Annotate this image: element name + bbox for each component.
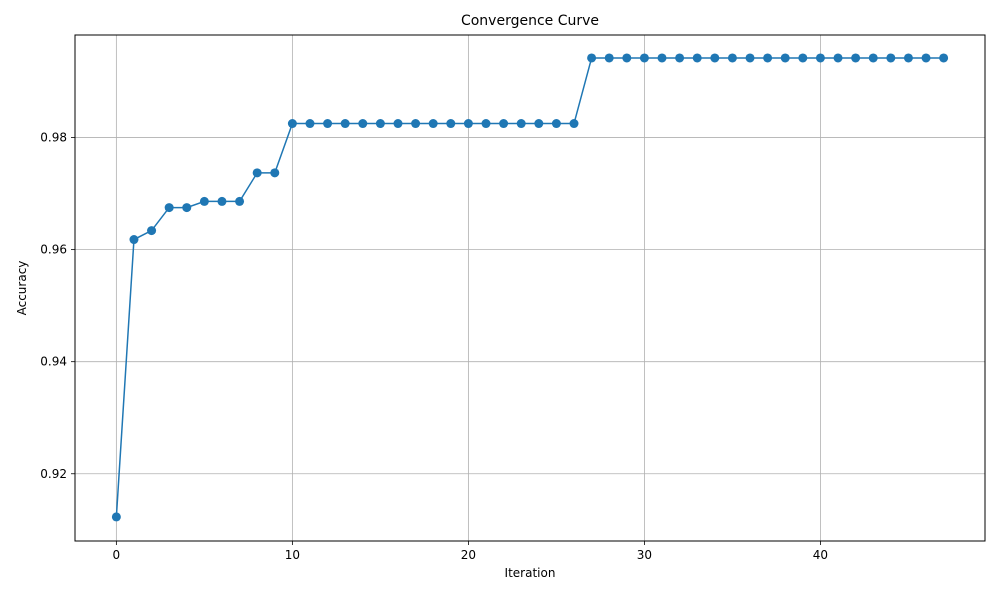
data-point <box>111 512 121 522</box>
y-axis-label: Accuracy <box>15 261 29 316</box>
data-point <box>798 53 808 63</box>
data-point <box>252 168 262 178</box>
data-point <box>587 53 597 63</box>
data-point <box>164 203 174 213</box>
x-axis-label: Iteration <box>505 566 556 580</box>
data-point <box>411 119 421 129</box>
data-point <box>604 53 614 63</box>
data-point <box>886 53 896 63</box>
data-point <box>551 119 561 129</box>
x-tick-label: 20 <box>461 548 476 562</box>
data-point <box>235 196 245 206</box>
data-point <box>675 53 685 63</box>
x-tick-label: 0 <box>113 548 121 562</box>
x-tick-label: 40 <box>813 548 828 562</box>
data-point <box>182 203 192 213</box>
data-point <box>287 119 297 129</box>
plot-frame <box>74 34 986 542</box>
data-point <box>657 53 667 63</box>
series <box>111 53 949 522</box>
data-point <box>446 119 456 129</box>
data-point <box>428 119 438 129</box>
data-point <box>463 119 473 129</box>
chart-title: Convergence Curve <box>461 13 599 29</box>
y-tick-label: 0.92 <box>40 467 67 481</box>
ticks: 0 10 20 30 40 0.92 0.94 0.96 0.98 <box>40 131 828 562</box>
data-point <box>270 168 280 178</box>
data-point <box>622 53 632 63</box>
data-point <box>868 53 878 63</box>
data-point <box>199 196 209 206</box>
data-point <box>851 53 861 63</box>
y-tick-label: 0.98 <box>40 131 67 145</box>
data-point <box>939 53 949 63</box>
x-tick-label: 30 <box>637 548 652 562</box>
data-point <box>217 196 227 206</box>
data-point <box>516 119 526 129</box>
data-point <box>305 119 315 129</box>
data-point <box>727 53 737 63</box>
data-point <box>375 119 385 129</box>
data-point <box>569 119 579 129</box>
data-point <box>639 53 649 63</box>
data-point <box>921 53 931 63</box>
data-point <box>815 53 825 63</box>
y-tick-label: 0.96 <box>40 243 67 257</box>
data-point <box>692 53 702 63</box>
data-point <box>499 119 509 129</box>
data-point <box>763 53 773 63</box>
x-tick-label: 10 <box>285 548 300 562</box>
data-point <box>340 119 350 129</box>
data-point <box>745 53 755 63</box>
data-point <box>481 119 491 129</box>
data-point <box>323 119 333 129</box>
data-point <box>147 226 157 236</box>
data-point <box>129 235 139 245</box>
data-point <box>393 119 403 129</box>
data-point <box>534 119 544 129</box>
data-point <box>780 53 790 63</box>
y-tick-label: 0.94 <box>40 355 67 369</box>
data-point <box>710 53 720 63</box>
data-point <box>358 119 368 129</box>
data-point <box>833 53 843 63</box>
data-point <box>903 53 913 63</box>
